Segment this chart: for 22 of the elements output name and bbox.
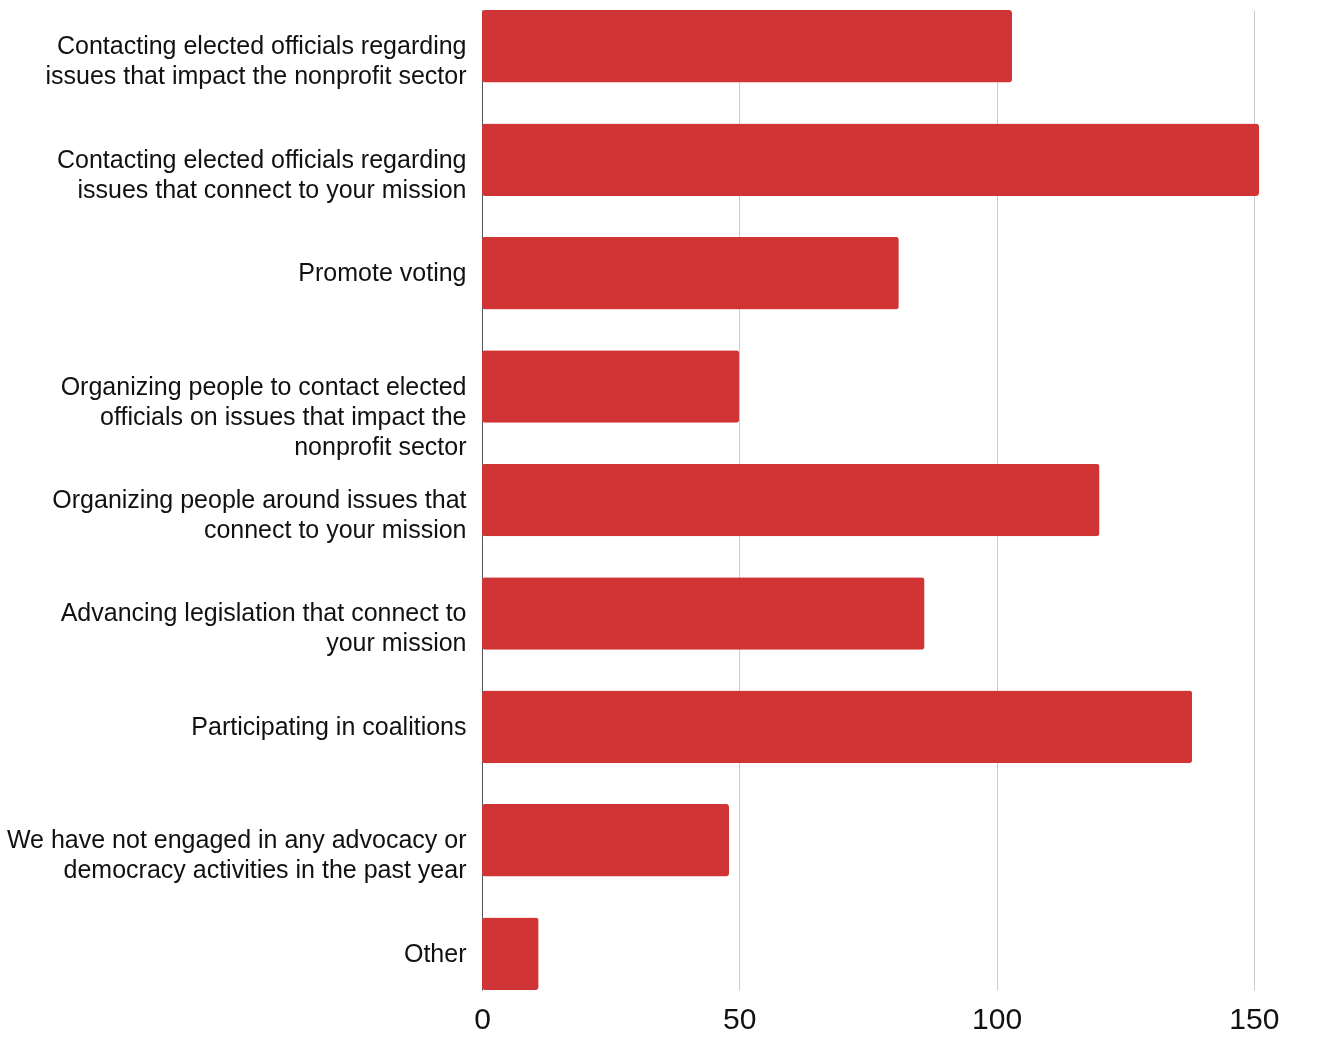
x-tick-label: 50 <box>723 1001 757 1035</box>
y-tick-label: Contacting elected officials regarding issues that connect to your mission <box>56 144 467 203</box>
bar <box>482 236 899 310</box>
bar <box>482 10 1013 83</box>
y-tick-label: Other <box>403 938 467 967</box>
y-tick-label: Promote voting <box>298 258 467 287</box>
y-tick-label: We have not engaged in any advocacy or democracy activities in the past year <box>6 825 467 884</box>
x-tick-label: 0 <box>474 1001 491 1035</box>
bar <box>482 350 740 423</box>
y-tick-label: Participating in coalitions <box>191 711 467 740</box>
bar <box>482 123 1259 197</box>
bar <box>482 577 925 650</box>
y-tick-label: Organizing people to contact elected officials on issues that impact the nonprofit sector <box>60 371 467 460</box>
bar <box>482 917 539 990</box>
x-tick-label: 100 <box>972 1001 1023 1035</box>
y-tick-label: Advancing legislation that connect to your mission <box>60 598 467 657</box>
bar <box>482 463 1100 537</box>
bar <box>482 690 1193 764</box>
x-tick-label: 150 <box>1229 1001 1280 1035</box>
bar <box>482 803 729 877</box>
y-tick-label: Organizing people around issues that connect to your mission <box>52 485 467 543</box>
y-tick-label: Contacting elected officials regarding issues that impact the nonprofit sector <box>45 31 467 90</box>
